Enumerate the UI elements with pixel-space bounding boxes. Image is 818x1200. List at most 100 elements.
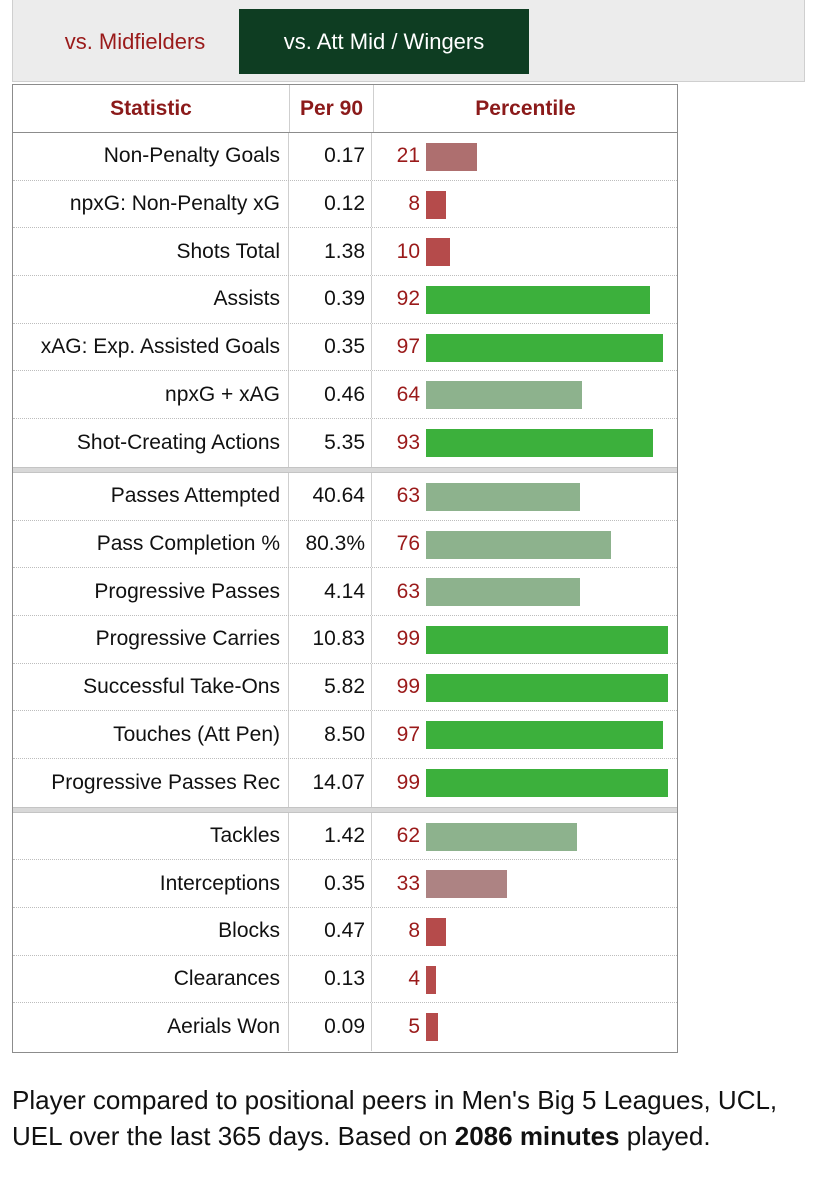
per90-value: 0.13 xyxy=(289,955,372,1003)
per90-value: 0.35 xyxy=(289,323,372,371)
table-row: Blocks 0.47 8 xyxy=(13,908,677,956)
footnote-text-end: played. xyxy=(619,1121,711,1151)
stat-name: xAG: Exp. Assisted Goals xyxy=(13,323,289,371)
group-separator xyxy=(13,466,677,473)
table-row: Aerials Won 0.09 5 xyxy=(13,1003,677,1052)
stat-name: Interceptions xyxy=(13,860,289,907)
stat-name: Clearances xyxy=(13,955,289,1003)
percentile-value: 4 xyxy=(408,967,420,991)
percentile-value: 99 xyxy=(396,674,420,698)
percentile-bar xyxy=(426,190,446,219)
percentile-bar xyxy=(426,482,580,511)
percentile-value: 8 xyxy=(408,192,420,216)
table-row: Interceptions 0.35 33 xyxy=(13,860,677,908)
percentile-cell: 92 xyxy=(372,276,677,323)
percentile-cell: 76 xyxy=(372,521,677,568)
percentile-value: 5 xyxy=(408,1015,420,1039)
per90-value: 0.09 xyxy=(289,1003,372,1052)
stat-name: Progressive Passes Rec xyxy=(13,758,289,807)
per90-value: 4.14 xyxy=(289,568,372,615)
percentile-bar xyxy=(426,286,650,315)
percentile-value: 93 xyxy=(396,430,420,454)
percentile-bar xyxy=(426,143,477,171)
per90-value: 0.47 xyxy=(289,908,372,955)
stat-name: npxG: Non-Penalty xG xyxy=(13,180,289,228)
footnote: Player compared to positional peers in M… xyxy=(12,1082,812,1154)
percentile-value: 99 xyxy=(396,627,420,651)
stat-name: npxG + xAG xyxy=(13,371,289,419)
footnote-minutes: 2086 minutes xyxy=(454,1121,620,1151)
header-per90: Per 90 xyxy=(290,85,374,132)
stat-name: Progressive Passes xyxy=(13,568,289,615)
percentile-cell: 64 xyxy=(372,371,677,418)
footnote-text-start: Player compared to positional peers in M… xyxy=(12,1085,778,1151)
per90-value: 80.3% xyxy=(289,520,372,568)
percentile-value: 64 xyxy=(396,382,420,406)
percentile-cell: 33 xyxy=(372,860,677,907)
tab-vs-att-mid-wingers[interactable]: vs. Att Mid / Wingers xyxy=(239,9,529,74)
stat-name: Touches (Att Pen) xyxy=(13,711,289,758)
table-row: Progressive Passes Rec 14.07 99 xyxy=(13,758,677,807)
percentile-bar xyxy=(426,333,663,362)
percentile-cell: 10 xyxy=(372,228,677,275)
per90-value: 0.12 xyxy=(289,180,372,228)
stat-name: Tackles xyxy=(13,812,289,860)
percentile-bar xyxy=(426,381,582,410)
percentile-value: 21 xyxy=(396,144,420,168)
stat-name: Successful Take-Ons xyxy=(13,663,289,711)
table-row: Shots Total 1.38 10 xyxy=(13,228,677,277)
stat-name: Non-Penalty Goals xyxy=(13,133,289,180)
header-percentile: Percentile xyxy=(475,96,576,120)
per90-value: 0.39 xyxy=(289,276,372,323)
table-row: Non-Penalty Goals 0.17 21 xyxy=(13,133,677,181)
percentile-value: 63 xyxy=(396,484,420,508)
percentile-value: 97 xyxy=(396,722,420,746)
per90-value: 10.83 xyxy=(289,615,372,663)
percentile-cell: 97 xyxy=(372,711,677,758)
table-row: xAG: Exp. Assisted Goals 0.35 97 xyxy=(13,323,677,372)
percentile-value: 33 xyxy=(396,871,420,895)
table-row: Progressive Passes 4.14 63 xyxy=(13,568,677,616)
percentile-value: 92 xyxy=(396,287,420,311)
percentile-cell: 5 xyxy=(372,1003,677,1051)
percentile-cell: 93 xyxy=(372,419,677,467)
group-separator xyxy=(13,806,677,813)
per90-value: 5.35 xyxy=(289,419,372,467)
percentile-bar xyxy=(426,530,611,559)
comparison-tabs: vs. Midfielders vs. Att Mid / Wingers xyxy=(12,0,805,82)
per90-value: 1.38 xyxy=(289,228,372,276)
percentile-bar xyxy=(426,965,436,994)
percentile-table: Statistic Per 90 Percentile Non-Penalty … xyxy=(12,84,678,1053)
header-statistic: Statistic xyxy=(13,85,290,132)
percentile-cell: 63 xyxy=(372,568,677,615)
percentile-bar xyxy=(426,1013,438,1042)
table-row: Passes Attempted 40.64 63 xyxy=(13,472,677,521)
percentile-bar xyxy=(426,238,450,267)
percentile-bar xyxy=(426,673,668,702)
per90-value: 0.46 xyxy=(289,371,372,419)
percentile-cell: 21 xyxy=(372,133,677,180)
stat-name: Passes Attempted xyxy=(13,472,289,520)
percentile-cell: 62 xyxy=(372,813,677,860)
tab-vs-midfielders[interactable]: vs. Midfielders xyxy=(64,28,206,54)
table-row: npxG: Non-Penalty xG 0.12 8 xyxy=(13,180,677,229)
table-row: npxG + xAG 0.46 64 xyxy=(13,371,677,420)
stat-name: Progressive Carries xyxy=(13,615,289,663)
percentile-cell: 8 xyxy=(372,908,677,955)
per90-value: 5.82 xyxy=(289,663,372,711)
table-row: Assists 0.39 92 xyxy=(13,276,677,324)
percentile-bar xyxy=(426,721,663,750)
percentile-value: 8 xyxy=(408,919,420,943)
table-row: Tackles 1.42 62 xyxy=(13,812,677,861)
percentile-value: 10 xyxy=(396,239,420,263)
percentile-cell: 99 xyxy=(372,664,677,711)
per90-value: 14.07 xyxy=(289,758,372,807)
percentile-cell: 8 xyxy=(372,181,677,228)
percentile-bar xyxy=(426,429,653,458)
percentile-bar xyxy=(426,578,580,607)
per90-value: 0.17 xyxy=(289,133,372,180)
table-row: Clearances 0.13 4 xyxy=(13,955,677,1004)
percentile-value: 63 xyxy=(396,579,420,603)
per90-value: 0.35 xyxy=(289,860,372,907)
per90-value: 1.42 xyxy=(289,812,372,860)
